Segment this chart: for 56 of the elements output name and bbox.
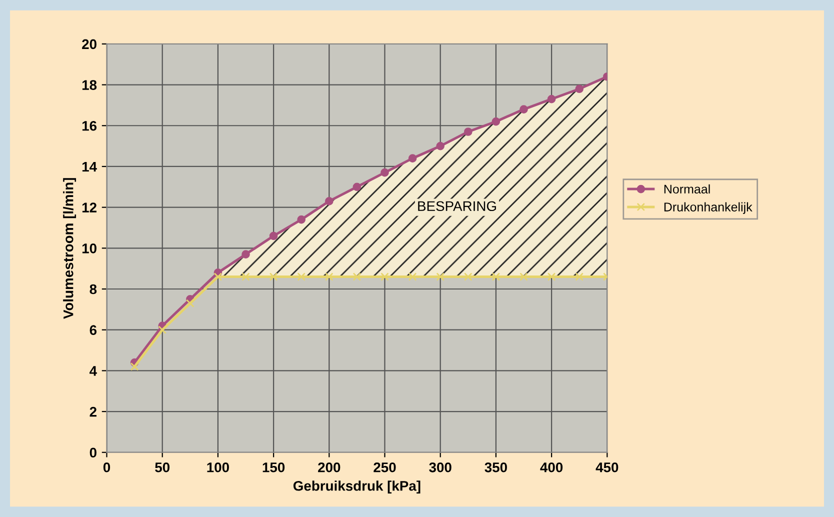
point [242, 272, 250, 281]
x-tick-label: 350 [484, 462, 507, 472]
x-tick-label: 50 [155, 462, 170, 472]
y-tick-label: 18 [82, 80, 97, 90]
y-tick-label: 20 [82, 39, 96, 50]
point [130, 362, 139, 371]
x-tick-label: 0 [103, 462, 110, 472]
x-tick-label: 250 [374, 462, 396, 472]
point [520, 272, 528, 281]
point [352, 182, 362, 192]
point [186, 299, 194, 308]
y-tick-label: 12 [82, 202, 96, 212]
point [492, 272, 500, 281]
point [408, 272, 417, 281]
y-tick-label: 2 [90, 406, 96, 417]
point [464, 272, 472, 281]
y-tick-label: 10 [82, 243, 96, 254]
point [547, 94, 556, 104]
x-tick-label: 300 [429, 462, 452, 472]
point [158, 326, 167, 334]
point [352, 272, 362, 281]
x-tick-label: 450 [596, 462, 618, 472]
point [464, 128, 472, 136]
point [436, 142, 445, 150]
point [436, 272, 445, 281]
y-tick-label: 8 [90, 284, 97, 294]
x-tick-label: 400 [540, 462, 563, 472]
point [324, 197, 334, 206]
point [269, 232, 278, 240]
point [269, 272, 278, 281]
point [297, 272, 306, 281]
point [380, 168, 389, 177]
point [408, 154, 417, 162]
point [547, 272, 556, 281]
legend-label: Drukonhankelijk [664, 202, 752, 214]
point [492, 117, 500, 126]
point [297, 215, 306, 224]
y-tick-label: 0 [90, 448, 96, 458]
point [520, 105, 528, 114]
point [575, 272, 584, 281]
legend-label: Normaal [664, 184, 710, 194]
y-tick-label: 4 [90, 366, 97, 376]
annotation: BESPARING [418, 201, 496, 212]
point [380, 272, 389, 281]
x-tick-label: 100 [207, 462, 229, 472]
x-tick-label: 150 [262, 462, 285, 472]
y-tick-label: 14 [82, 162, 97, 172]
point [214, 272, 222, 281]
y-axis-title: Volumestroom [l/min] [63, 178, 76, 319]
y-tick-label: 16 [82, 120, 97, 131]
x-axis-title: Gebruiksdruk [kPa] [293, 480, 420, 494]
y-tick-label: 6 [90, 325, 97, 336]
point [242, 250, 250, 258]
x-tick-label: 200 [318, 462, 340, 472]
point [324, 272, 334, 281]
point [575, 84, 584, 94]
